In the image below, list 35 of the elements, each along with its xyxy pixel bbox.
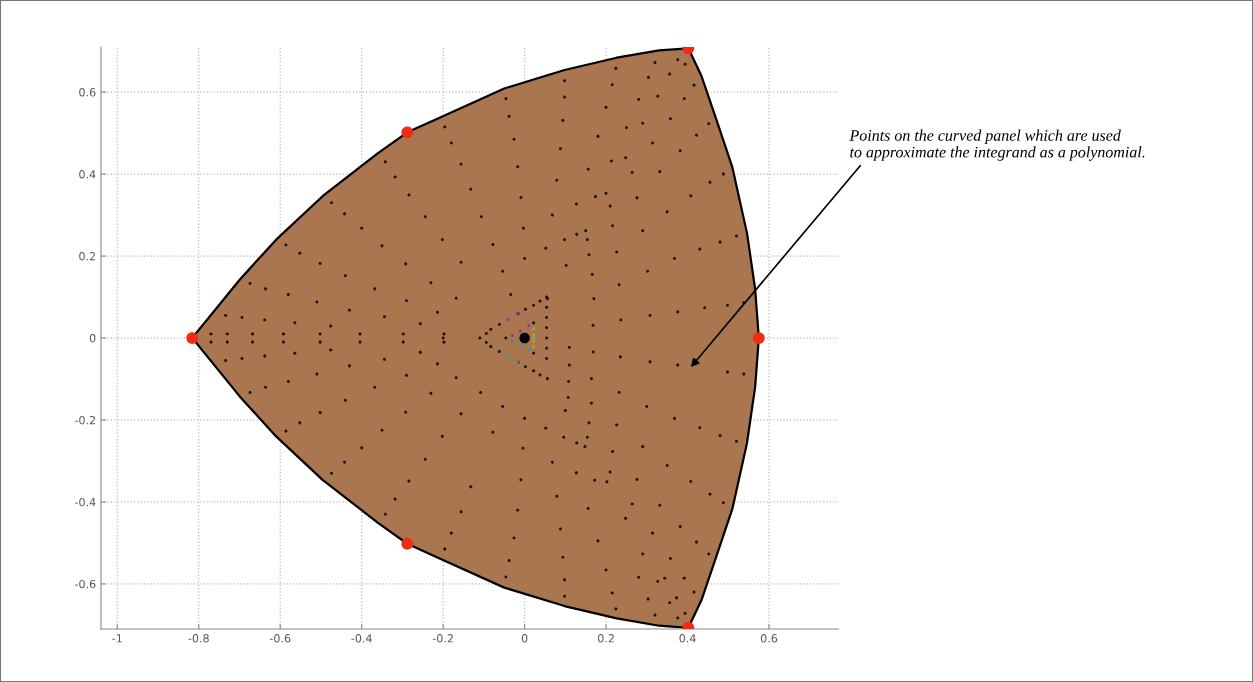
x-tick-label: 0.2	[597, 634, 614, 643]
y-tick-label: -0.2	[75, 415, 96, 425]
x-tick-label: -0.2	[432, 634, 453, 643]
point	[532, 339, 536, 343]
point	[519, 343, 523, 347]
point	[752, 332, 765, 344]
x-tick-label: 0.4	[679, 634, 696, 643]
point	[506, 354, 510, 358]
x-tick-label: 0.6	[760, 634, 778, 643]
y-tick-label: -0.6	[75, 579, 96, 589]
text: Points on the curved panel which are used to approximate the integrand as a polynomial.	[849, 129, 1145, 161]
point	[510, 338, 514, 343]
x-tick-label: -0.6	[269, 634, 291, 643]
point	[532, 333, 536, 337]
point	[527, 324, 531, 328]
point	[519, 329, 523, 333]
point	[506, 318, 510, 322]
point	[519, 332, 530, 344]
x-tick-label: 0	[521, 634, 528, 643]
x-tick-label: -1	[112, 634, 122, 643]
y-tick-label: 0	[89, 334, 96, 343]
y-tick-label: 0.6	[79, 88, 96, 97]
point	[532, 327, 536, 331]
y-tick-label: 0.4	[79, 170, 96, 179]
point	[532, 345, 536, 349]
y-tick-label: 0.2	[79, 252, 96, 261]
point	[510, 334, 514, 338]
x-tick-label: -0.4	[351, 634, 372, 643]
x-tick-label: -0.8	[188, 634, 209, 643]
point	[527, 348, 531, 352]
point	[401, 537, 414, 550]
point	[186, 332, 199, 344]
point	[532, 336, 536, 340]
point	[401, 126, 414, 139]
y-tick-label: -0.4	[75, 497, 96, 507]
